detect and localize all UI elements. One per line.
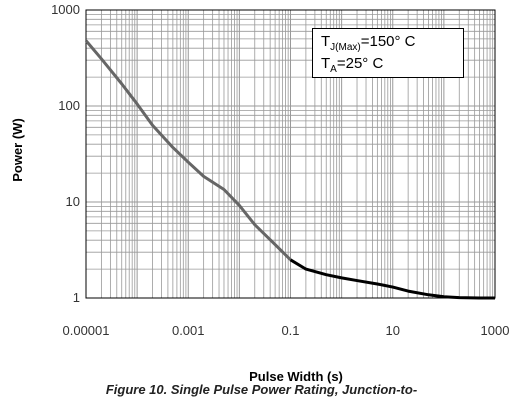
annotation-t2-sub: A [330,64,337,75]
annotation-t2: T [321,55,331,72]
annotation-t1: T [321,33,331,50]
y-tick-label: 100 [58,98,80,113]
annotation-t1-value: =150° C [360,33,416,50]
x-tick-label: 0.001 [172,323,205,338]
tick-labels: 0.00001 0.001 0.1 10 1000 1 10 100 1000 [51,2,509,338]
annotation-t1-sub: J(Max) [330,42,361,53]
annotation-ambient-temp: TA=25° C [321,55,383,75]
plot-frame [85,9,496,299]
y-tick-label: 1000 [51,2,80,17]
y-axis-title: Power (W) [10,118,25,182]
x-tick-label: 0.00001 [63,323,110,338]
annotation-t2-value: =25° C [336,55,384,72]
y-tick-label: 1 [73,290,80,305]
y-tick-label: 10 [66,194,80,209]
x-tick-label: 1000 [481,323,510,338]
x-tick-label: 10 [386,323,400,338]
series-layer [84,39,495,300]
x-axis-title: Pulse Width (s) [249,369,343,384]
series-line-long-pulse [289,258,495,300]
annotation-junction-temp: TJ(Max)=150° C [321,33,416,53]
figure-caption: Figure 10. Single Pulse Power Rating, Ju… [105,382,418,397]
x-tick-label: 0.1 [281,323,299,338]
annotation-box: TJ(Max)=150° C TA=25° C [312,28,464,78]
series-line-short-pulse [84,39,292,261]
